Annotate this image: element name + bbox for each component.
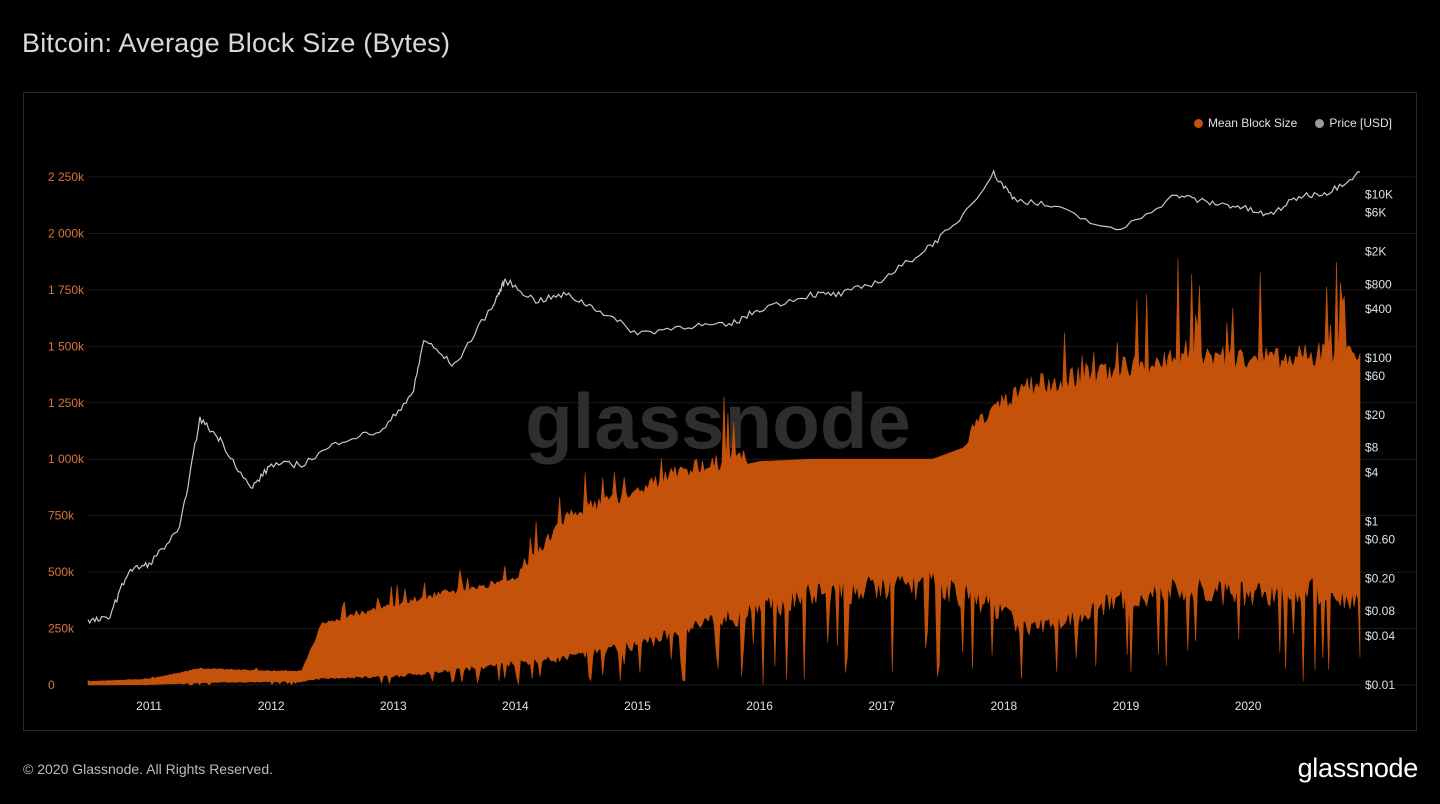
x-axis-tick-2016: 2016 <box>746 699 773 713</box>
right-axis-tick-3: $0.20 <box>1365 572 1395 586</box>
right-axis-tick-5: $1 <box>1365 515 1379 529</box>
right-axis-tick-1: $0.04 <box>1365 629 1395 643</box>
legend-item-block-size[interactable]: Mean Block Size <box>1193 116 1298 130</box>
x-axis-tick-2018: 2018 <box>990 699 1017 713</box>
series-price-line <box>87 169 1361 625</box>
right-axis-tick-7: $8 <box>1365 441 1379 455</box>
left-axis-tick-1: 250k <box>48 622 75 636</box>
x-axis-tick-2015: 2015 <box>624 699 651 713</box>
left-axis-tick-6: 1 500k <box>48 339 85 353</box>
legend-label-price: Price [USD] <box>1329 116 1392 130</box>
x-axis-tick-2019: 2019 <box>1113 699 1140 713</box>
x-axis-tick-2011: 2011 <box>136 699 162 713</box>
right-axis-tick-13: $2K <box>1365 245 1386 259</box>
copyright-text: © 2020 Glassnode. All Rights Reserved. <box>23 761 274 777</box>
glassnode-logo[interactable]: glassnode <box>1297 753 1419 783</box>
right-axis-tick-14: $6K <box>1365 206 1386 220</box>
left-axis-tick-8: 2 000k <box>48 226 85 240</box>
chart-frame <box>23 92 1417 731</box>
x-axis-tick-2017: 2017 <box>868 699 895 713</box>
left-axis-tick-5: 1 250k <box>48 396 85 410</box>
x-axis-tick-2012: 2012 <box>258 699 285 713</box>
left-axis-tick-4: 1 000k <box>48 452 85 466</box>
right-axis-tick-15: $10K <box>1365 188 1393 202</box>
right-axis-tick-0: $0.01 <box>1365 678 1395 692</box>
legend-dot-block-size <box>1193 118 1203 128</box>
right-axis-tick-2: $0.08 <box>1365 604 1395 618</box>
right-axis-tick-6: $4 <box>1365 465 1379 479</box>
legend: Mean Block Size Price [USD] <box>1193 116 1392 130</box>
left-axis-tick-3: 750k <box>48 509 75 523</box>
x-axis-tick-2014: 2014 <box>502 699 529 713</box>
chart-title: Bitcoin: Average Block Size (Bytes) <box>22 28 451 58</box>
right-axis-tick-10: $100 <box>1365 351 1392 365</box>
x-axis-tick-2013: 2013 <box>380 699 407 713</box>
left-axis-tick-7: 1 750k <box>48 283 85 297</box>
right-axis-tick-4: $0.60 <box>1365 533 1395 547</box>
watermark: glassnode <box>525 377 911 465</box>
left-axis-tick-2: 500k <box>48 565 75 579</box>
left-axis-tick-0: 0 <box>48 678 55 692</box>
left-axis-tick-9: 2 250k <box>48 170 85 184</box>
series-mean-block-size-area <box>87 258 1361 686</box>
right-axis-tick-9: $60 <box>1365 369 1385 383</box>
legend-label-block-size: Mean Block Size <box>1207 116 1298 130</box>
right-axis-tick-11: $400 <box>1365 302 1392 316</box>
x-axis-tick-2020: 2020 <box>1235 699 1262 713</box>
legend-dot-price <box>1315 118 1325 128</box>
right-axis-tick-8: $20 <box>1365 408 1385 422</box>
right-axis-tick-12: $800 <box>1365 277 1392 291</box>
legend-item-price[interactable]: Price [USD] <box>1315 116 1392 130</box>
